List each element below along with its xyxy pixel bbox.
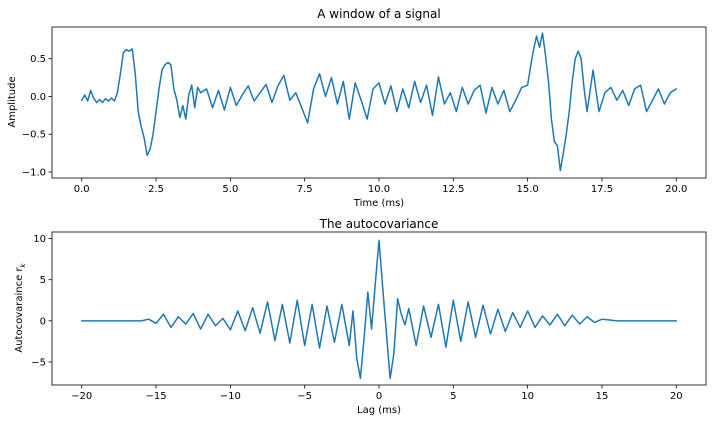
signal-x-tick-label: 7.5 [297,184,313,195]
autocovariance-y-ticks: −5 0 5 10 [31,234,52,368]
signal-x-tick-label: 5.0 [222,184,238,195]
autocovariance-x-tick-label: 0 [376,391,382,402]
signal-x-tick-label: 20.0 [665,184,687,195]
autocovariance-y-axis-label-main: Autocovaraince r [14,267,25,353]
autocovariance-chart: The autocovariance −20 −15 −10 −5 0 5 10 15 20 −… [14,217,707,416]
signal-y-tick-label: −0.5 [22,130,46,141]
signal-y-tick-label: 0.0 [30,92,46,103]
autocovariance-y-tick-label: 0 [40,316,46,327]
autocovariance-x-axis-label: Lag (ms) [357,405,401,416]
autocovariance-x-tick-label: −20 [71,391,92,402]
signal-x-tick-label: 15.0 [517,184,539,195]
autocovariance-x-tick-label: −10 [220,391,241,402]
signal-series-group [80,32,678,172]
autocovariance-y-tick-label: 5 [40,275,46,286]
autocovariance-plot-frame [51,231,707,386]
signal-y-ticks: −1.0 −0.5 0.0 0.5 [22,54,52,178]
autocovariance-x-tick-label: 20 [670,391,683,402]
autocovariance-y-axis-label: Autocovaraince rk [14,262,27,352]
autocovariance-chart-title: The autocovariance [319,217,439,231]
signal-x-axis-label: Time (ms) [353,198,405,209]
signal-series-line-0 [80,32,678,172]
signal-x-tick-label: 10.0 [368,184,390,195]
signal-x-tick-label: 12.5 [442,184,464,195]
autocovariance-x-tick-label: −5 [297,391,312,402]
signal-x-tick-label: 0.0 [74,184,90,195]
autocovariance-y-tick-label: −5 [31,357,46,368]
signal-chart: A window of a signal 0.0 2.5 5.0 7.5 10.0 12.… [7,7,707,209]
signal-chart-title: A window of a signal [317,7,440,21]
autocovariance-series-line-0 [80,239,678,380]
autocovariance-x-tick-label: 10 [521,391,534,402]
autocovariance-x-tick-label: −15 [145,391,166,402]
signal-x-tick-label: 2.5 [148,184,164,195]
autocovariance-series-group [80,239,678,380]
autocovariance-x-tick-label: 5 [450,391,456,402]
signal-plot-frame [51,26,707,179]
signal-y-axis-label: Amplitude [7,76,18,127]
autocovariance-y-axis-label-subscript: k [19,262,27,267]
autocovariance-x-tick-label: 15 [596,391,609,402]
signal-y-tick-label: 0.5 [30,54,46,65]
autocovariance-y-tick-label: 10 [33,234,46,245]
autocovariance-x-ticks: −20 −15 −10 −5 0 5 10 15 20 [71,385,683,402]
signal-y-tick-label: −1.0 [22,167,46,178]
signal-x-tick-label: 17.5 [591,184,613,195]
signal-x-ticks: 0.0 2.5 5.0 7.5 10.0 12.5 15.0 17.5 20.0 [74,178,687,195]
